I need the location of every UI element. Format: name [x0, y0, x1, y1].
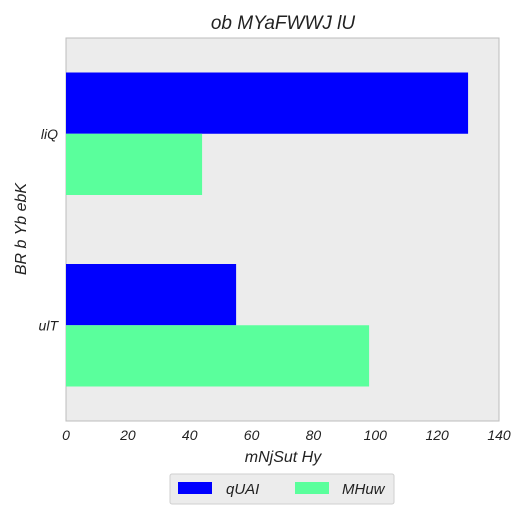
x-tick-label: 100 [364, 427, 388, 443]
legend: qUAI MHuw [169, 473, 395, 505]
legend-swatch-series-2 [295, 482, 329, 494]
y-axis-label: BR b Yb ebK [13, 182, 30, 276]
y-tick-label: ulT [39, 317, 60, 333]
legend-label-series-2: MHuw [342, 481, 386, 498]
legend-swatch-series-1 [178, 482, 212, 494]
y-axis-ticks: liQ ulT [39, 126, 60, 334]
x-axis-label: mNjSut Hy [245, 449, 322, 466]
x-tick-label: 60 [244, 427, 260, 443]
x-tick-label: 0 [62, 427, 70, 443]
bar-ulT-series-1 [66, 264, 237, 326]
bars-layer [66, 72, 469, 387]
legend-box [169, 473, 395, 505]
bar-ulT-series-2 [66, 325, 370, 387]
bar-liQ-series-1 [66, 72, 469, 134]
bar-liQ-series-2 [66, 133, 203, 195]
x-tick-label: 120 [425, 427, 449, 443]
x-axis-ticks: 0 20 40 60 80 100 120 140 [62, 427, 511, 443]
x-tick-label: 40 [182, 427, 198, 443]
x-tick-label: 140 [487, 427, 511, 443]
x-tick-label: 20 [119, 427, 136, 443]
chart-title: ob MYaFWWJ lU [211, 13, 356, 34]
x-tick-label: 80 [306, 427, 322, 443]
y-tick-label: liQ [41, 126, 58, 142]
legend-label-series-1: qUAI [226, 481, 259, 498]
